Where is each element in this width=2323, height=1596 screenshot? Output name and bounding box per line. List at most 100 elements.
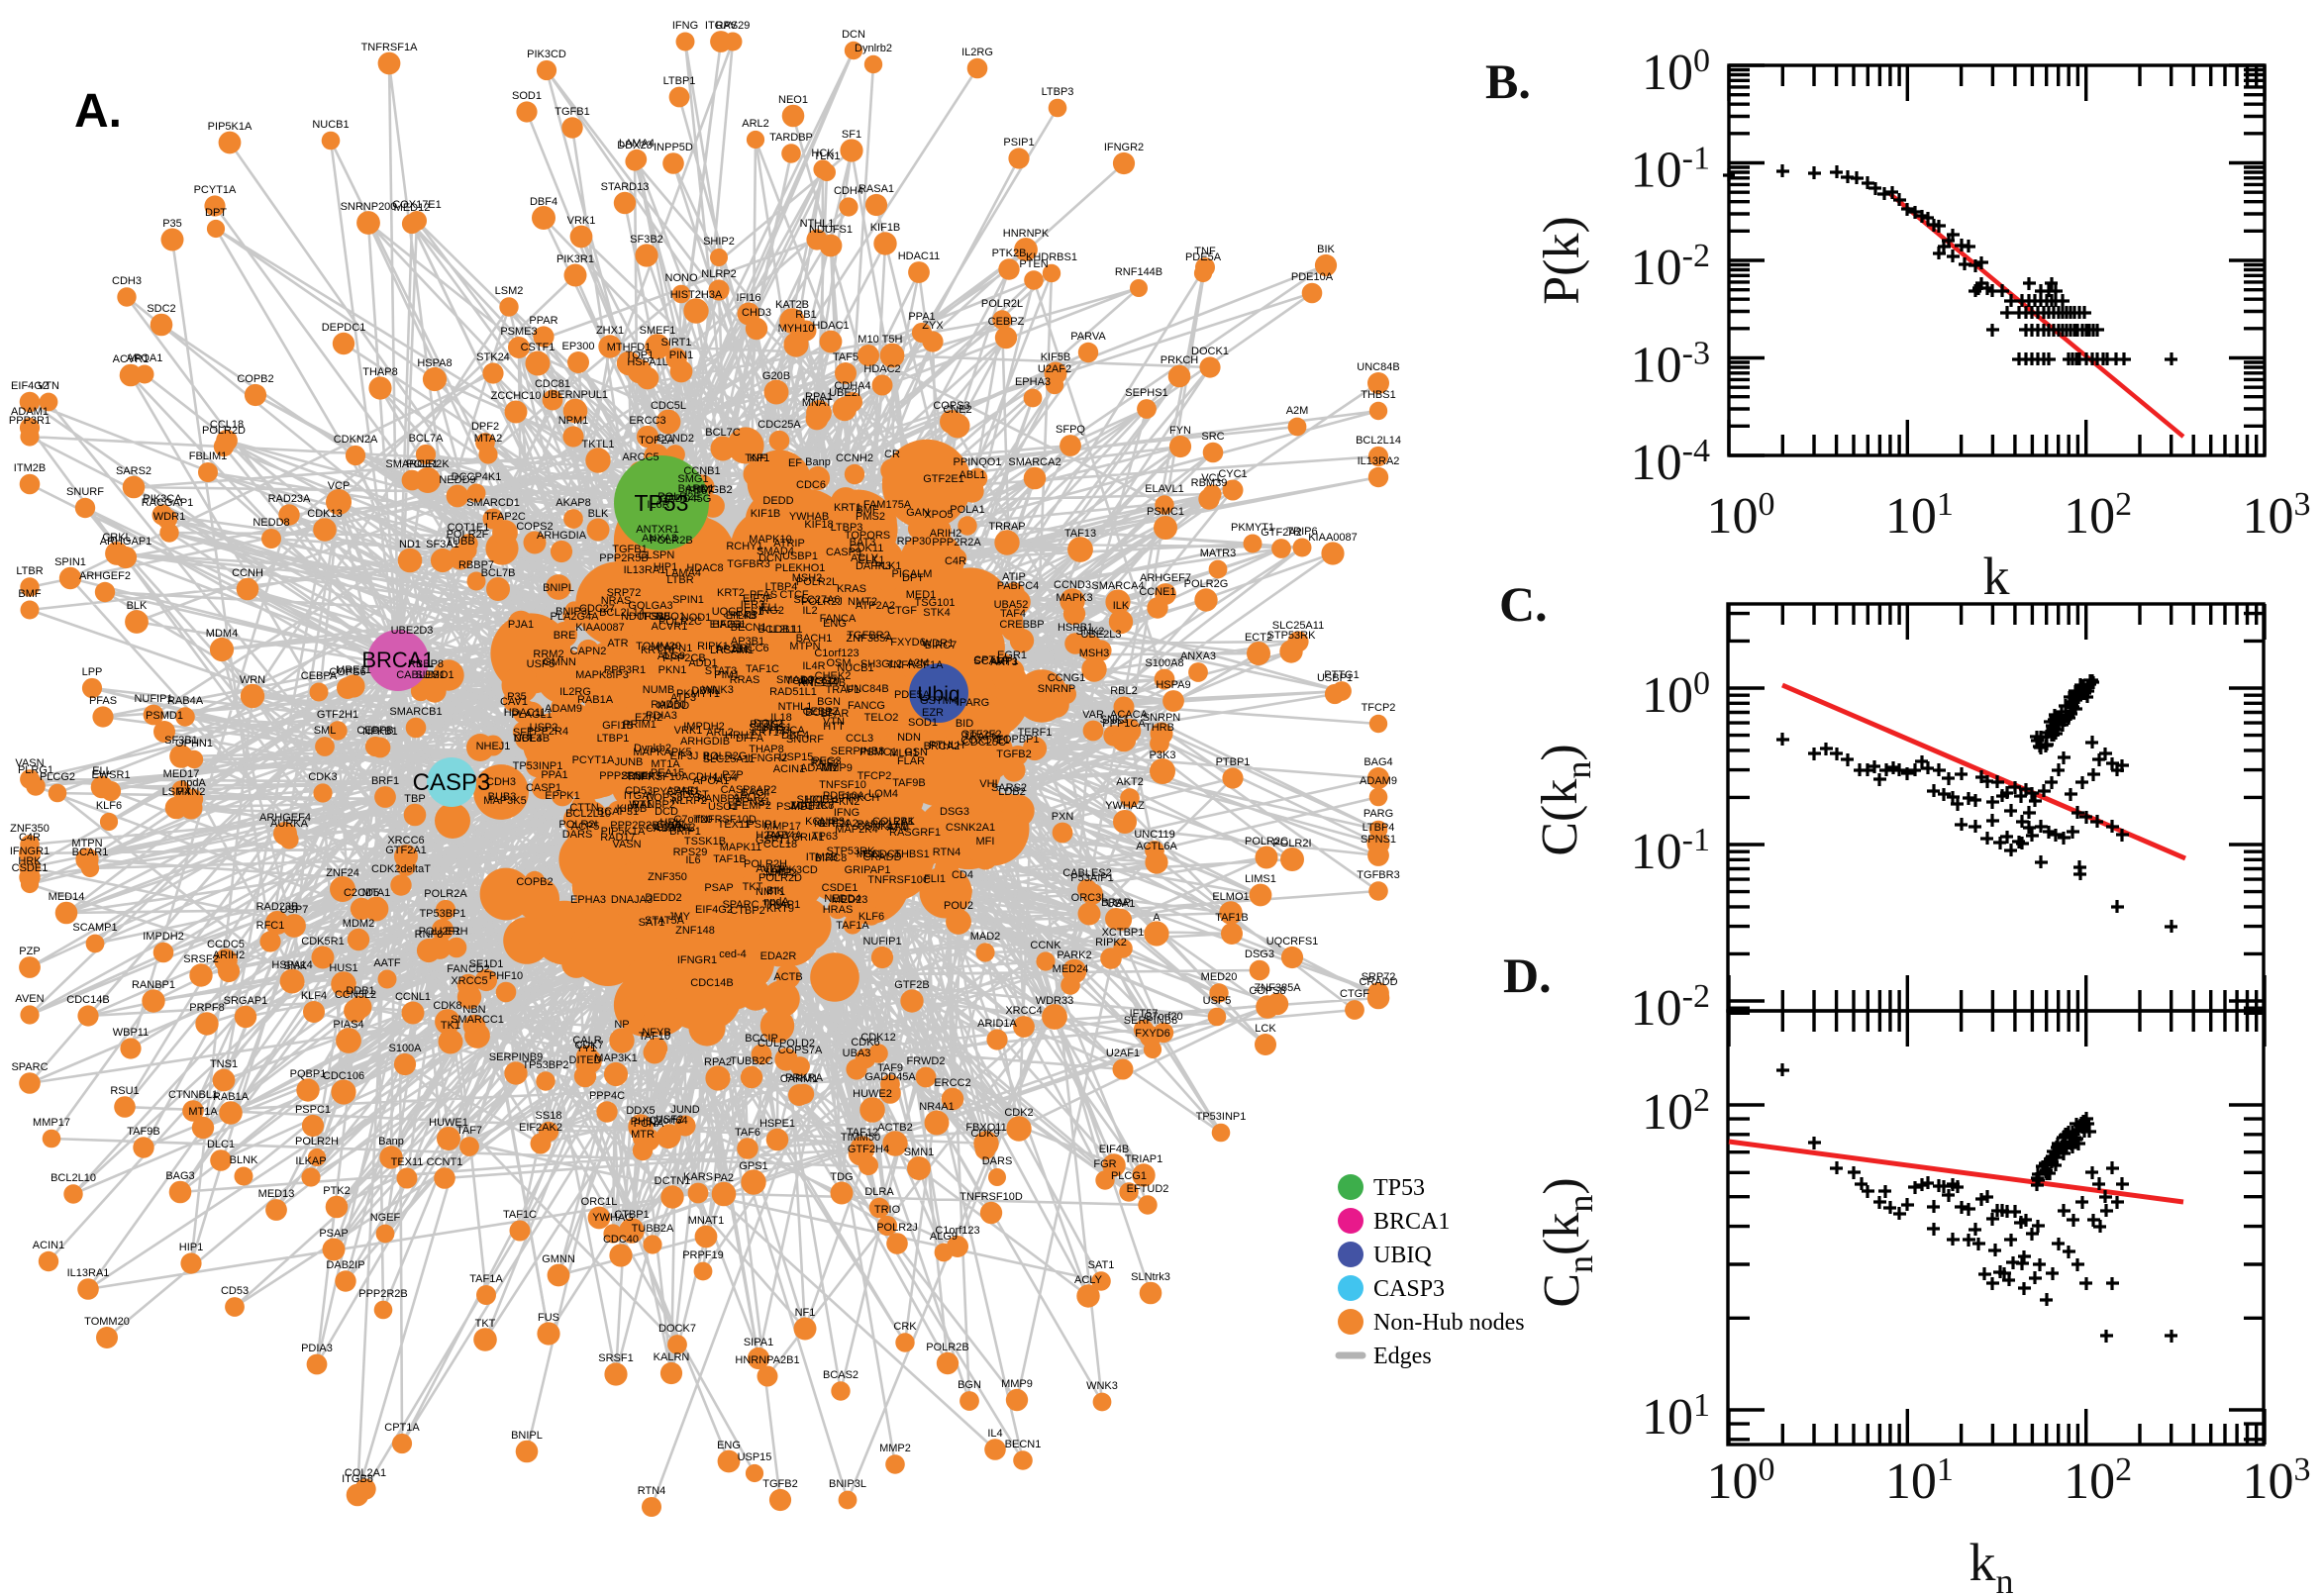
svg-text:DOCK7: DOCK7 xyxy=(658,1323,696,1335)
svg-text:DSG3: DSG3 xyxy=(940,806,969,818)
svg-text:RAD17: RAD17 xyxy=(600,832,635,844)
svg-text:BRE: BRE xyxy=(554,630,576,642)
svg-text:STP53RK: STP53RK xyxy=(827,846,876,857)
svg-text:ELAVL1: ELAVL1 xyxy=(1145,483,1184,495)
svg-text:BGN: BGN xyxy=(817,696,841,708)
svg-text:HSPA9: HSPA9 xyxy=(1156,679,1190,691)
svg-text:PLRG1: PLRG1 xyxy=(18,764,53,776)
svg-text:FANCA: FANCA xyxy=(820,613,857,625)
svg-text:EIF2S1: EIF2S1 xyxy=(710,619,747,631)
svg-text:TP53BP2: TP53BP2 xyxy=(522,1059,568,1071)
svg-text:PLCG2: PLCG2 xyxy=(40,771,75,783)
svg-text:KIF5B: KIF5B xyxy=(1041,351,1071,363)
svg-text:HRK: HRK xyxy=(659,817,683,829)
svg-text:UBIQ: UBIQ xyxy=(1373,1243,1432,1268)
svg-text:TKTL1: TKTL1 xyxy=(581,439,614,450)
svg-text:U2AF2: U2AF2 xyxy=(1038,363,1071,375)
svg-text:CTTN: CTTN xyxy=(569,802,598,814)
svg-text:AKT3: AKT3 xyxy=(990,656,1018,668)
svg-text:A: A xyxy=(1153,912,1161,924)
svg-text:SPIN1: SPIN1 xyxy=(672,594,704,606)
svg-text:SF3A1: SF3A1 xyxy=(426,539,459,550)
svg-text:DDB1: DDB1 xyxy=(346,985,374,997)
svg-text:TARDBP: TARDBP xyxy=(769,132,813,144)
svg-text:ATIP: ATIP xyxy=(1002,571,1026,583)
svg-text:SPNS1: SPNS1 xyxy=(735,796,770,808)
svg-text:PABPC4: PABPC4 xyxy=(997,580,1040,592)
svg-text:POU2F1: POU2F1 xyxy=(419,926,461,938)
svg-text:PSMC1: PSMC1 xyxy=(1147,506,1184,518)
svg-text:PRKRA: PRKRA xyxy=(785,1072,824,1084)
svg-text:CCL18: CCL18 xyxy=(763,839,797,850)
svg-text:APOA1: APOA1 xyxy=(693,775,730,787)
svg-text:NUFIP1: NUFIP1 xyxy=(862,936,901,948)
svg-text:TDG: TDG xyxy=(830,1171,853,1183)
svg-text:CDK8: CDK8 xyxy=(433,1000,461,1012)
svg-text:HUWE2: HUWE2 xyxy=(853,1088,892,1100)
svg-text:POLR2H: POLR2H xyxy=(744,858,787,870)
svg-text:CD53: CD53 xyxy=(221,1285,249,1297)
svg-text:GAN: GAN xyxy=(906,507,930,519)
svg-text:S100B: S100B xyxy=(796,794,829,806)
svg-text:PIK3CA: PIK3CA xyxy=(143,493,182,505)
svg-text:HTT: HTT xyxy=(823,721,845,733)
svg-text:FYN: FYN xyxy=(1169,425,1191,437)
svg-text:EF: EF xyxy=(788,457,802,469)
svg-text:LIG4: LIG4 xyxy=(714,772,738,784)
svg-text:PTK2B: PTK2B xyxy=(992,248,1027,259)
svg-text:SNRNP200: SNRNP200 xyxy=(341,201,397,213)
svg-text:IL4: IL4 xyxy=(703,751,718,763)
svg-text:CR: CR xyxy=(884,449,900,460)
svg-text:LTBR: LTBR xyxy=(666,574,693,586)
svg-text:IFNGR2: IFNGR2 xyxy=(748,752,787,764)
svg-text:POLR2J: POLR2J xyxy=(801,596,843,608)
svg-text:MAPK8IP3: MAPK8IP3 xyxy=(575,669,629,681)
svg-text:COL2A1: COL2A1 xyxy=(872,816,914,828)
svg-text:PARVA: PARVA xyxy=(1070,331,1106,343)
svg-text:UBE2I: UBE2I xyxy=(829,387,860,399)
svg-text:RPP30: RPP30 xyxy=(897,536,932,548)
svg-text:CDC25A: CDC25A xyxy=(758,419,801,431)
svg-text:CCNG1: CCNG1 xyxy=(1048,672,1086,684)
svg-text:FLI1: FLI1 xyxy=(924,873,946,885)
svg-text:BECN1: BECN1 xyxy=(1005,1439,1042,1450)
svg-text:PARG: PARG xyxy=(1364,808,1393,820)
svg-text:DLC1: DLC1 xyxy=(207,1139,235,1150)
svg-text:PDE5A: PDE5A xyxy=(894,689,931,701)
svg-text:HUS1: HUS1 xyxy=(329,962,357,974)
svg-text:ALG9: ALG9 xyxy=(657,650,685,662)
svg-text:GADD45G: GADD45G xyxy=(659,493,712,505)
svg-text:ACTB: ACTB xyxy=(773,971,802,983)
svg-text:CDK11: CDK11 xyxy=(850,543,884,554)
svg-text:DDX23: DDX23 xyxy=(617,140,652,151)
svg-text:BAG3: BAG3 xyxy=(712,619,741,631)
svg-text:HDAC8: HDAC8 xyxy=(686,562,723,574)
svg-text:B.: B. xyxy=(1485,53,1531,109)
svg-text:PTTG1: PTTG1 xyxy=(1324,669,1359,681)
svg-text:CDH4: CDH4 xyxy=(834,185,863,197)
svg-text:RANBP1: RANBP1 xyxy=(132,979,175,991)
svg-text:KIF5B: KIF5B xyxy=(617,803,648,815)
svg-text:STK4: STK4 xyxy=(923,607,951,619)
svg-text:ATF3: ATF3 xyxy=(670,692,696,704)
svg-text:ATM: ATM xyxy=(887,822,909,834)
svg-text:TFAP2C: TFAP2C xyxy=(484,511,526,523)
svg-text:BCAR1: BCAR1 xyxy=(72,847,109,858)
svg-text:TOMM20: TOMM20 xyxy=(636,641,681,652)
svg-text:MAPK3: MAPK3 xyxy=(1056,592,1092,604)
svg-text:SUMO1: SUMO1 xyxy=(415,669,454,681)
svg-text:SOD1: SOD1 xyxy=(512,90,542,102)
svg-text:MED13: MED13 xyxy=(258,1188,295,1200)
svg-text:POLR2I: POLR2I xyxy=(1272,838,1311,849)
svg-text:CDC106: CDC106 xyxy=(323,1070,364,1082)
svg-text:IFNGR2: IFNGR2 xyxy=(1104,142,1144,153)
svg-text:RNF8: RNF8 xyxy=(415,929,444,941)
svg-text:TNFSF10: TNFSF10 xyxy=(819,779,866,791)
svg-text:PRPF8: PRPF8 xyxy=(189,1002,224,1014)
svg-text:SERPINB9: SERPINB9 xyxy=(489,1051,543,1063)
svg-text:KARS: KARS xyxy=(683,1171,713,1183)
svg-text:LOM4: LOM4 xyxy=(868,788,898,800)
svg-text:MMP9: MMP9 xyxy=(1001,1378,1033,1390)
svg-text:HRH1: HRH1 xyxy=(725,730,755,742)
svg-text:DBF4: DBF4 xyxy=(781,730,809,742)
